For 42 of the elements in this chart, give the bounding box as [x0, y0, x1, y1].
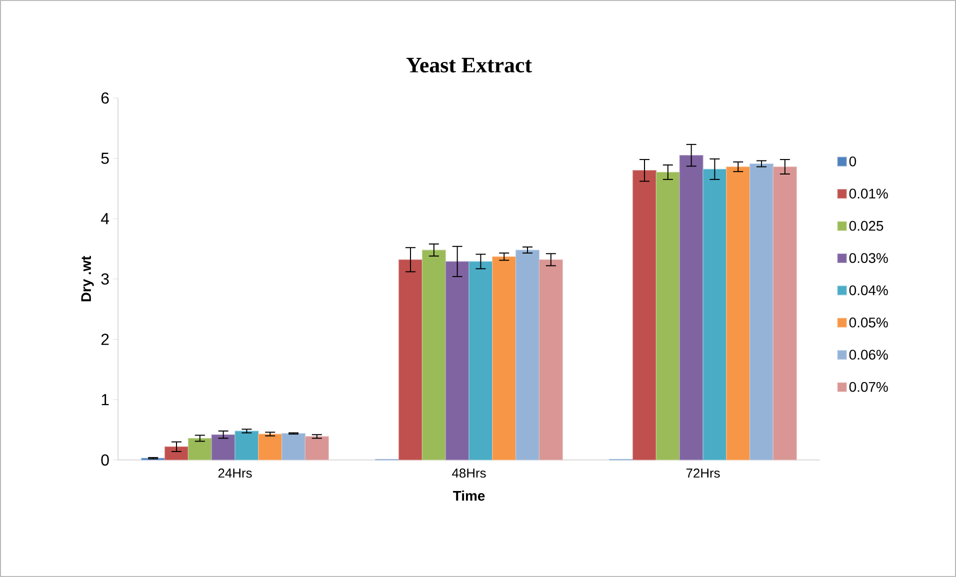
bar [398, 259, 423, 460]
legend-label: 0.04% [849, 285, 888, 296]
legend-label: 0.05% [849, 318, 888, 328]
y-axis-title: Dry .wt [81, 256, 94, 302]
bar [772, 166, 797, 460]
bar [445, 261, 470, 460]
bar [468, 261, 493, 460]
y-tick-label: 1 [102, 394, 109, 406]
bar [188, 438, 212, 460]
chart-title: Yeast Extract [406, 58, 532, 72]
bar [679, 155, 704, 460]
bar [304, 436, 329, 460]
bar [211, 434, 236, 460]
y-tick-label: 2 [101, 334, 109, 345]
y-tick-label: 5 [101, 152, 109, 164]
bar [258, 434, 282, 460]
x-axis-title: Time [453, 490, 485, 501]
x-tick-label: 72Hrs [686, 468, 720, 478]
bar [750, 163, 774, 460]
bar [422, 250, 446, 460]
bar [726, 166, 750, 460]
legend-label: 0.01% [849, 188, 888, 199]
legend-label: 0 [849, 156, 856, 166]
bar [702, 168, 727, 460]
legend-label: 0.03% [849, 253, 888, 264]
bar [656, 172, 680, 460]
legend-label: 0.06% [849, 350, 888, 360]
x-tick-label: 48Hrs [452, 468, 486, 478]
bar [164, 446, 189, 460]
x-tick-label: 24Hrs [218, 468, 252, 478]
bar [516, 250, 540, 460]
y-tick-label: 4 [100, 213, 110, 224]
legend-label: 0.025 [849, 220, 884, 231]
legend-label: 0.07% [849, 382, 888, 392]
y-tick-label: 3 [101, 273, 109, 285]
y-tick-label: 6 [101, 92, 109, 104]
bar [492, 256, 516, 460]
bar [632, 170, 657, 460]
bar [234, 430, 259, 460]
bar [282, 433, 306, 460]
y-tick-label: 0 [101, 454, 109, 466]
bar [538, 259, 563, 460]
